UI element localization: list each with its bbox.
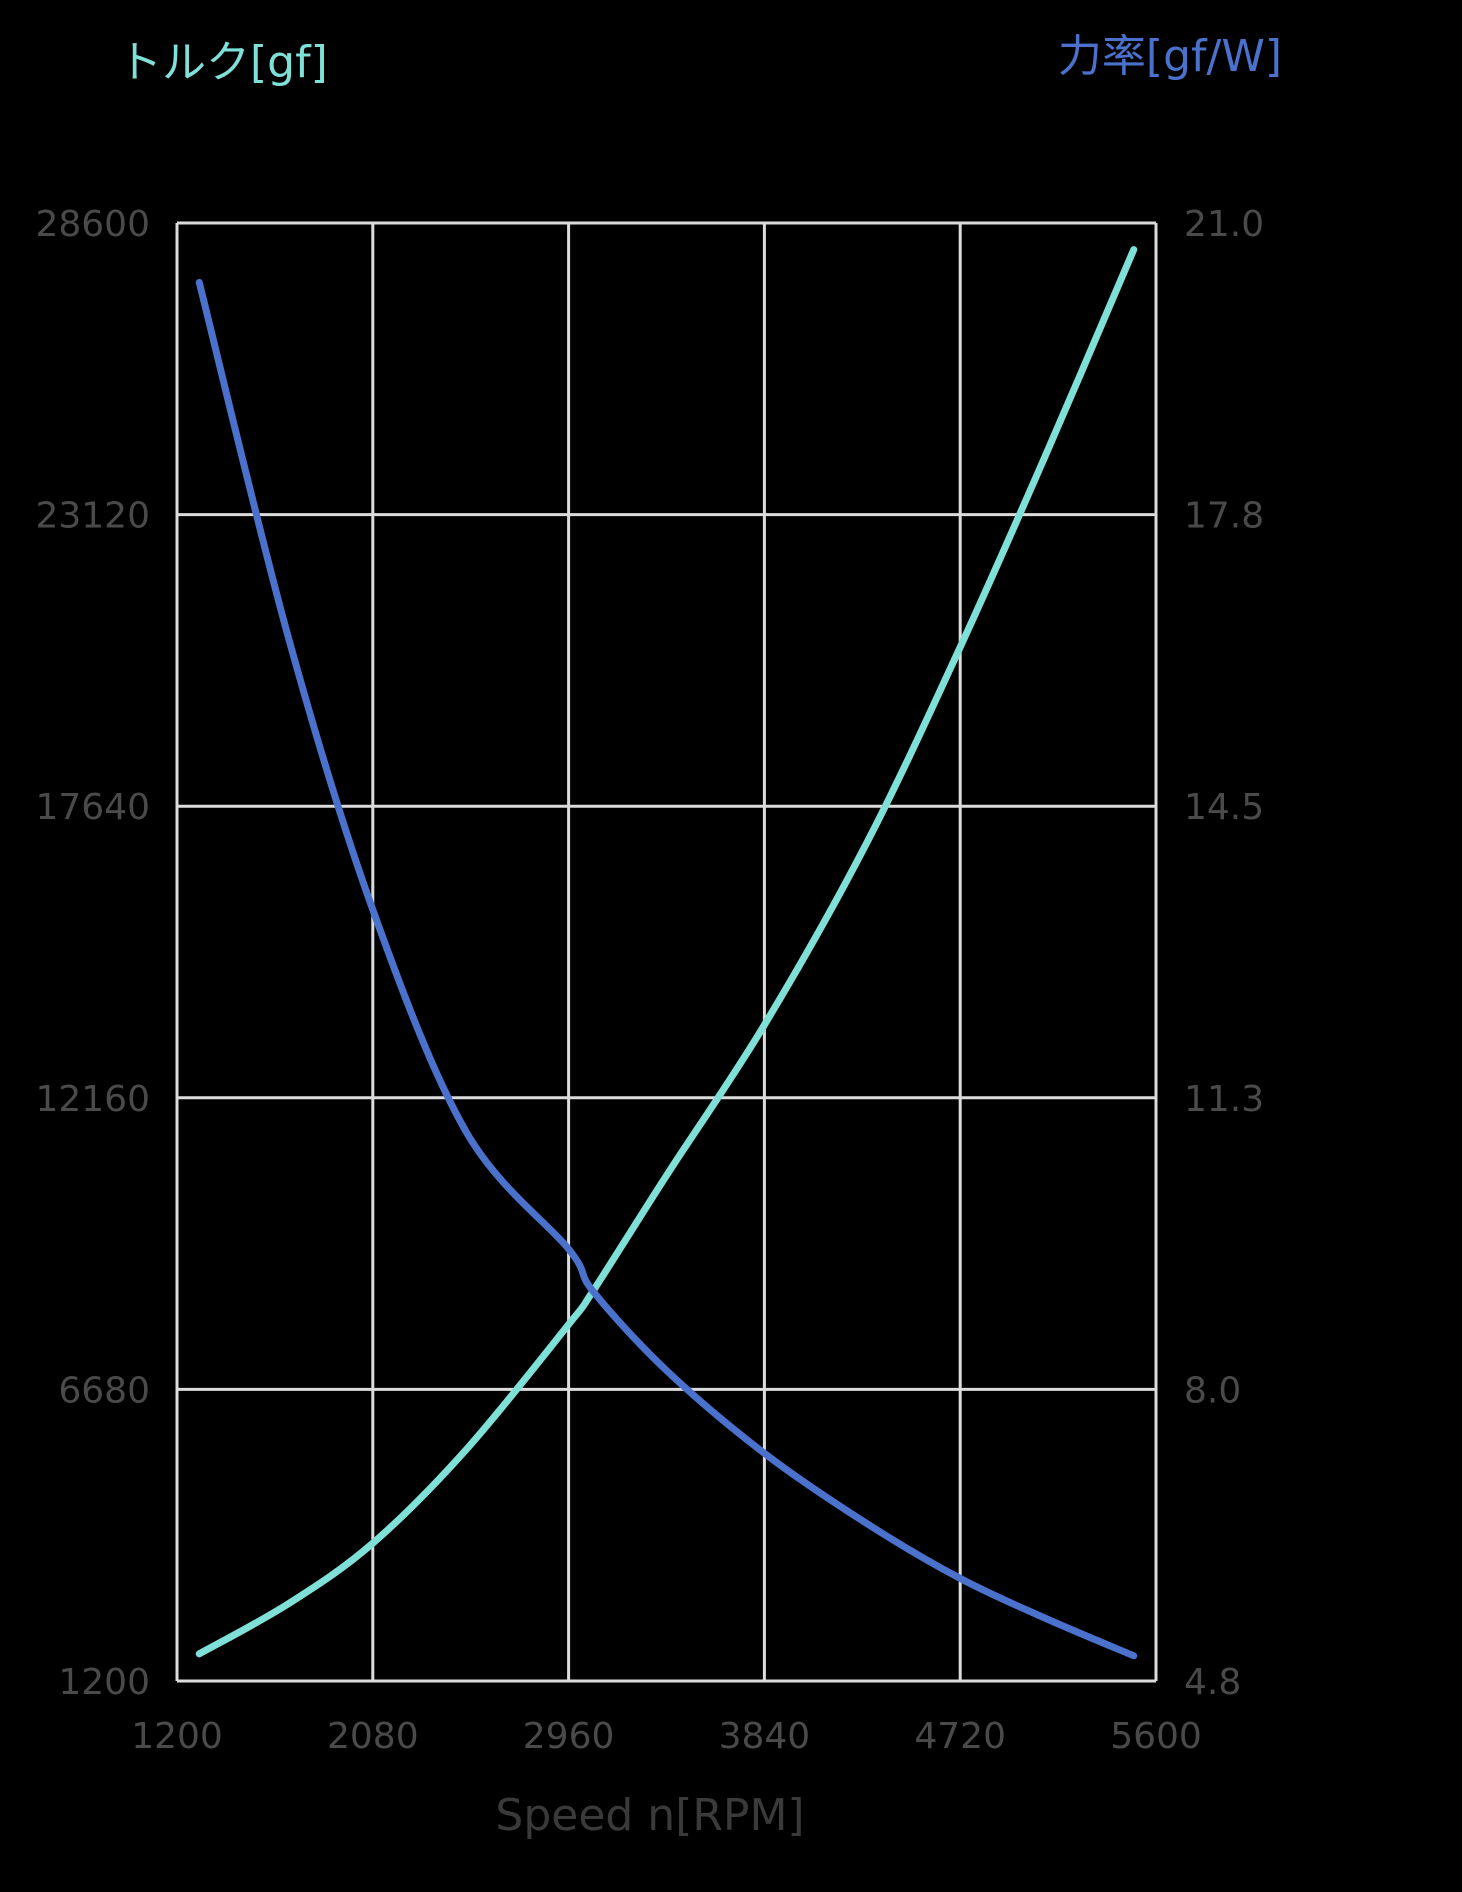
right-y-tick-label: 8.0: [1184, 1370, 1241, 1411]
right-y-tick-label: 11.3: [1184, 1079, 1264, 1120]
left-y-tick-label: 17640: [35, 787, 150, 828]
right-y-tick-label: 14.5: [1184, 787, 1264, 828]
torque-line: [195, 246, 1138, 1658]
left-y-tick-label: 1200: [58, 1662, 150, 1703]
right-y-tick-label: 17.8: [1184, 496, 1264, 537]
x-tick-label: 3840: [719, 1716, 811, 1757]
right-y-tick-label: 21.0: [1184, 204, 1264, 245]
left-y-tick-label: 6680: [58, 1370, 150, 1411]
right-axis-title: 力率[gf/W]: [1057, 31, 1282, 82]
x-tick-label: 5600: [1110, 1716, 1202, 1757]
chart-series: [195, 246, 1138, 1660]
x-tick-label: 1200: [131, 1716, 223, 1757]
x-tick-label: 2080: [327, 1716, 419, 1757]
left-axis-title: トルク[gf]: [118, 37, 328, 88]
efficiency-line: [195, 278, 1138, 1660]
right-y-tick-label: 4.8: [1184, 1662, 1241, 1703]
left-y-tick-label: 23120: [35, 496, 150, 537]
left-y-tick-label: 28600: [35, 204, 150, 245]
chart-grid: [175, 221, 1158, 1683]
chart-ticks: 1200 2080 2960 3840 4720 5600 28600 23120 17640 1…: [35, 204, 1264, 1757]
x-tick-label: 2960: [523, 1716, 615, 1757]
x-tick-label: 4720: [914, 1716, 1006, 1757]
left-y-tick-label: 12160: [35, 1079, 150, 1120]
x-axis-title: Speed n[RPM]: [495, 1790, 804, 1841]
